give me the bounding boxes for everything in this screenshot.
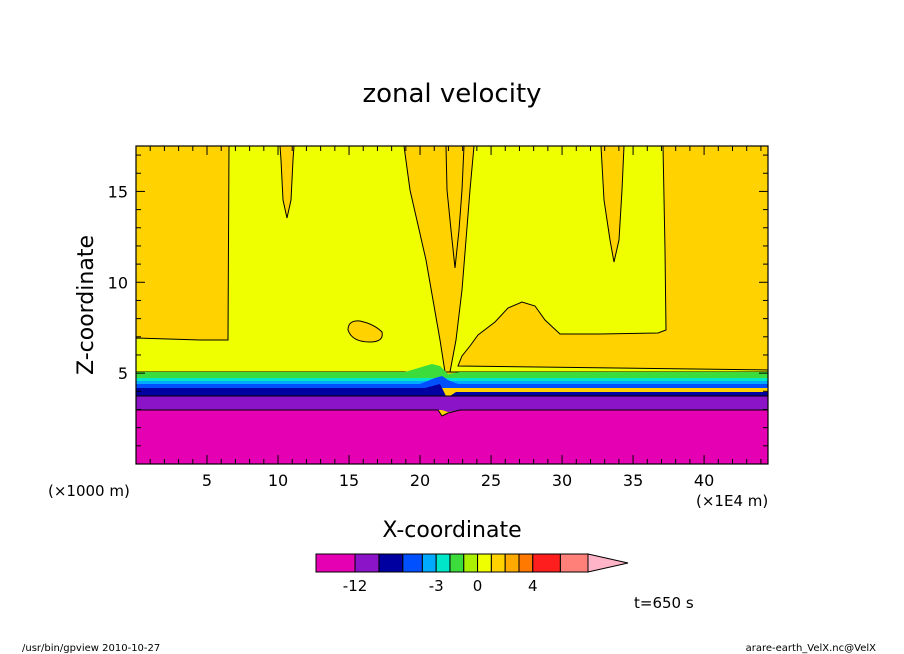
plot-frame (135, 145, 769, 465)
layer-purple (136, 396, 768, 412)
region-yellow-band (135, 145, 769, 373)
x-tick-label: 25 (481, 471, 501, 490)
x-unit-left: (×1000 m) (48, 482, 130, 500)
colorbar-label: -12 (343, 577, 368, 595)
colorbar-swatch (504, 553, 520, 573)
colorbar-swatch (315, 553, 356, 573)
region-small-blob (347, 320, 383, 343)
contour-plot-area (135, 145, 769, 465)
colorbar-arrow (587, 553, 629, 573)
colorbar-swatch (435, 553, 451, 573)
chart-title: zonal velocity (362, 79, 541, 109)
x-tick-label: 30 (552, 471, 572, 490)
colorbar-label: -3 (429, 577, 444, 595)
layer-green (136, 364, 768, 378)
y-tick-label: 15 (108, 182, 128, 201)
colorbar: -12 -3 0 4 (315, 553, 629, 595)
region-central-tongue (445, 145, 465, 269)
layer-blue (136, 376, 768, 388)
colorbar-swatch (477, 553, 492, 573)
x-tick-label: 20 (410, 471, 430, 490)
colorbar-swatch (402, 553, 423, 573)
x-tick-label: 5 (202, 471, 212, 490)
colorbar-swatch (354, 553, 380, 573)
colorbar-swatch (378, 553, 404, 573)
colorbar-swatch (463, 553, 479, 573)
y-tick-label: 10 (108, 273, 128, 292)
colorbar-swatch (490, 553, 506, 573)
colorbar-label: 0 (473, 577, 483, 595)
time-annotation: t=650 s (634, 594, 694, 612)
y-tick-label: 5 (118, 364, 128, 383)
colorbar-label: 4 (528, 577, 538, 595)
x-unit-right: (×1E4 m) (696, 492, 768, 510)
colorbar-swatch (449, 553, 465, 573)
colorbar-swatch (421, 553, 437, 573)
x-axis-label: X-coordinate (382, 518, 521, 543)
y-axis: 5 10 15 (108, 154, 768, 447)
layer-teal (136, 378, 768, 381)
colorbar-swatch (518, 553, 534, 573)
colorbar-swatch (559, 553, 589, 573)
y-axis-label: Z-coordinate (74, 235, 99, 375)
x-tick-label: 35 (623, 471, 643, 490)
x-tick-label: 10 (268, 471, 288, 490)
x-axis: 5 10 15 20 25 30 35 40 (149, 146, 762, 490)
footer-left: /usr/bin/gpview 2010-10-27 (22, 643, 160, 654)
colorbar-swatch (532, 553, 561, 573)
footer-right: arare-earth_VelX.nc@VelX (746, 643, 877, 654)
x-tick-label: 15 (339, 471, 359, 490)
layer-navy (136, 384, 768, 398)
layer-magenta (135, 409, 769, 465)
x-tick-label: 40 (694, 471, 714, 490)
